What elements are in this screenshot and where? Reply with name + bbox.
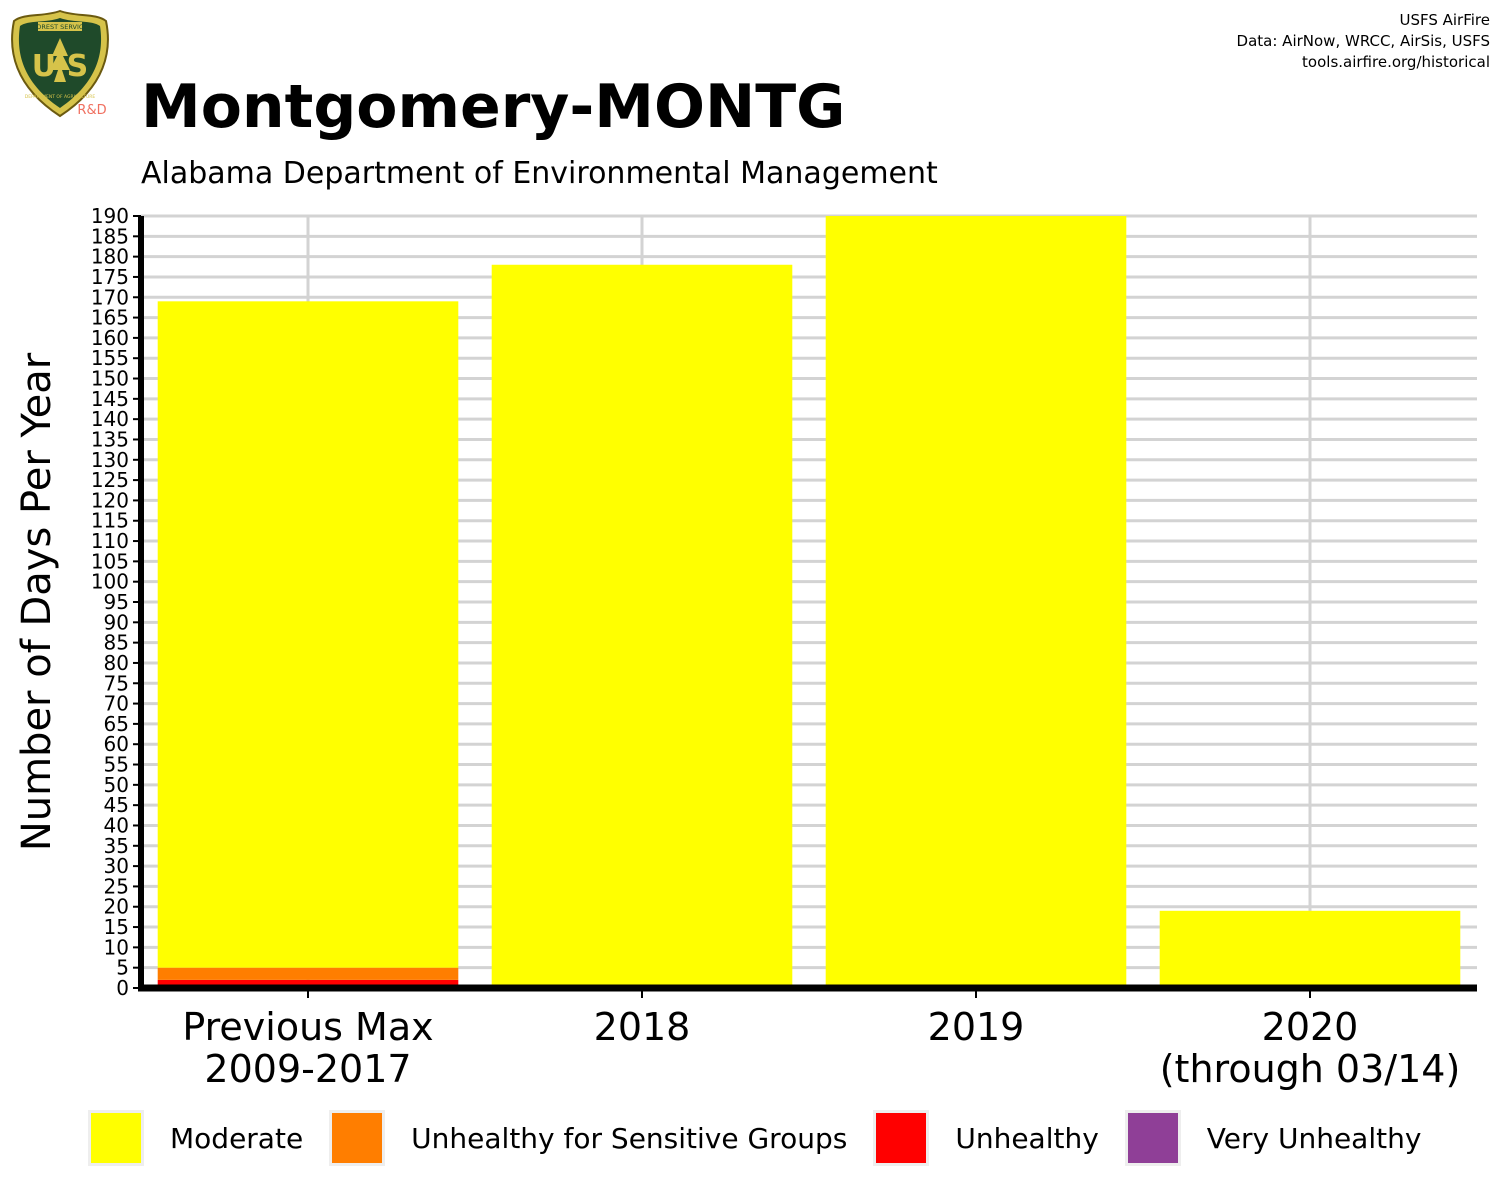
y-tick-label: 165 [91,306,129,330]
y-tick-label: 10 [104,935,129,959]
bar-segment [1159,910,1461,988]
y-tick-label: 60 [104,732,129,756]
y-tick-label: 175 [91,265,129,289]
x-tick-label-line: 2020 [1262,1005,1359,1049]
credit-url: tools.airfire.org/historical [1302,53,1490,71]
legend-item: Moderate [88,1110,303,1166]
x-tick-label: 2019 [928,1005,1025,1049]
logo-bottom-text: DEPARTMENT OF AGRICULTURE [25,94,96,100]
usfs-shield-logo: FOREST SERVICE U S DEPARTMENT OF AGRICUL… [11,9,109,118]
bar-segment [825,216,1127,988]
y-tick-label: 90 [104,610,129,634]
legend-item: Unhealthy [873,1110,1099,1166]
y-tick-label: 135 [91,427,129,451]
bars [157,216,1461,988]
bar-segment [491,264,793,988]
y-tick-label: 190 [91,204,129,228]
y-tick-label: 150 [91,367,129,391]
legend-item: Very Unhealthy [1124,1110,1422,1166]
y-tick-label: 25 [104,874,129,898]
y-tick-label: 140 [91,407,129,431]
tick-labels: 0510152025303540455055606570758085909510… [91,204,1460,1091]
y-tick-label: 130 [91,448,129,472]
y-tick-label: 20 [104,895,129,919]
bar-segment [157,301,459,968]
legend-swatch [1124,1110,1181,1166]
legend-label: Unhealthy [955,1121,1099,1155]
x-tick-label: Previous Max 2009-2017 [182,1005,433,1091]
y-tick-label: 160 [91,326,129,350]
credit-source: USFS AirFire [1399,11,1490,29]
logo-tag: R&D [77,103,106,118]
credit-data: Data: AirNow, WRCC, AirSis, USFS [1236,32,1490,50]
x-tick-label-line: 2019 [928,1005,1025,1049]
y-tick-label: 40 [104,813,129,837]
x-tick-label-line: 2018 [594,1005,691,1049]
x-tick-label-line: (through 03/14) [1160,1047,1461,1091]
x-tick-label: 2020 (through 03/14) [1160,1005,1461,1091]
y-tick-label: 145 [91,387,129,411]
y-tick-label: 50 [104,773,129,797]
y-tick-label: 120 [91,488,129,512]
legend-swatch [88,1110,144,1166]
data-credits: USFS AirFire Data: AirNow, WRCC, AirSis,… [1237,10,1490,73]
legend-label: Unhealthy for Sensitive Groups [411,1121,848,1155]
y-tick-label: 65 [104,712,129,736]
logo-top-text: FOREST SERVICE [32,23,87,31]
chart-title: Montgomery-MONTG [141,72,846,142]
chart-subtitle: Alabama Department of Environmental Mana… [141,156,938,191]
y-tick-label: 115 [91,509,129,533]
legend-label: Moderate [170,1121,304,1155]
y-tick-label: 105 [91,549,129,573]
y-tick-label: 125 [91,468,129,492]
y-tick-label: 30 [104,854,129,878]
legend-label: Very Unhealthy [1206,1121,1422,1155]
y-tick-label: 0 [116,976,129,1000]
y-tick-label: 15 [104,915,129,939]
legend-swatch [873,1110,930,1166]
y-tick-label: 80 [104,651,129,675]
y-tick-label: 55 [104,753,129,777]
legend-item: Unhealthy for Sensitive Groups [329,1110,847,1166]
y-tick-label: 95 [104,590,129,614]
x-tick-label-line: Previous Max [182,1005,433,1049]
y-tick-label: 180 [91,245,129,269]
legend: Moderate Unhealthy for Sensitive Groups Un… [88,1110,1421,1166]
y-tick-label: 75 [104,671,129,695]
y-tick-label: 70 [104,692,129,716]
y-tick-label: 170 [91,285,129,309]
legend-swatch [329,1110,386,1166]
y-tick-label: 155 [91,346,129,370]
axes [133,215,1477,998]
x-tick-label-line: 2009-2017 [204,1047,411,1091]
y-tick-label: 110 [91,529,129,553]
x-tick-label: 2018 [594,1005,691,1049]
y-tick-label: 185 [91,224,129,248]
bar-segment [157,979,459,988]
y-tick-label: 85 [104,631,129,655]
y-tick-label: 100 [91,570,129,594]
y-tick-label: 5 [116,956,129,980]
y-tick-label: 35 [104,834,129,858]
y-tick-label: 45 [104,793,129,817]
bar-segment [157,967,459,980]
